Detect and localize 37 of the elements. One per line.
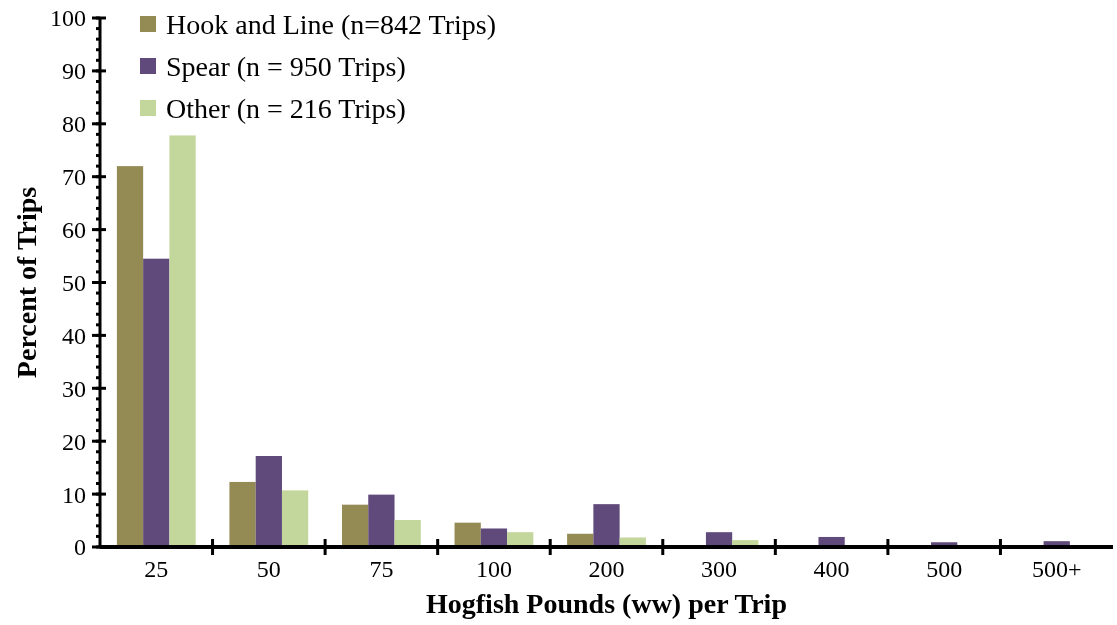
y-tick-label: 30 [62, 375, 86, 402]
bar [341, 504, 369, 547]
legend-label: Hook and Line (n=842 Trips) [166, 8, 497, 40]
bar [116, 166, 144, 547]
bar [281, 490, 309, 547]
x-tick-label: 300 [701, 556, 738, 582]
y-tick-label: 0 [74, 534, 86, 561]
y-tick-label: 80 [62, 111, 86, 138]
x-tick-label: 500+ [1031, 556, 1082, 582]
bar [394, 520, 421, 547]
y-tick-label: 100 [50, 5, 86, 32]
bar [480, 528, 508, 547]
y-tick-label: 40 [62, 322, 86, 349]
bar [454, 522, 481, 547]
bar [229, 481, 256, 547]
x-tick-label: 25 [144, 556, 169, 582]
y-tick-label: 70 [62, 164, 86, 191]
x-tick-label: 200 [588, 556, 625, 582]
y-tick-label: 10 [62, 481, 86, 508]
x-axis-title: Hogfish Pounds (ww) per Trip [426, 588, 787, 619]
y-tick-label: 60 [62, 217, 86, 243]
y-axis-title: Percent of Trips [11, 186, 42, 379]
x-tick-label: 75 [369, 556, 394, 582]
legend-label: Spear (n = 950 Trips) [166, 50, 406, 82]
bar [593, 504, 620, 547]
legend-label: Other (n = 216 Trips) [166, 92, 406, 124]
y-tick-label: 50 [62, 269, 86, 296]
bar [169, 135, 196, 547]
y-tick-label: 20 [62, 428, 86, 455]
x-tick-label: 100 [475, 556, 512, 582]
x-tick-label: 50 [256, 556, 281, 582]
y-tick-label: 90 [62, 58, 86, 85]
bar [368, 494, 395, 547]
bar [255, 456, 282, 547]
x-tick-label: 400 [813, 556, 850, 582]
x-tick-label: 500 [926, 556, 963, 582]
bar [143, 258, 170, 547]
